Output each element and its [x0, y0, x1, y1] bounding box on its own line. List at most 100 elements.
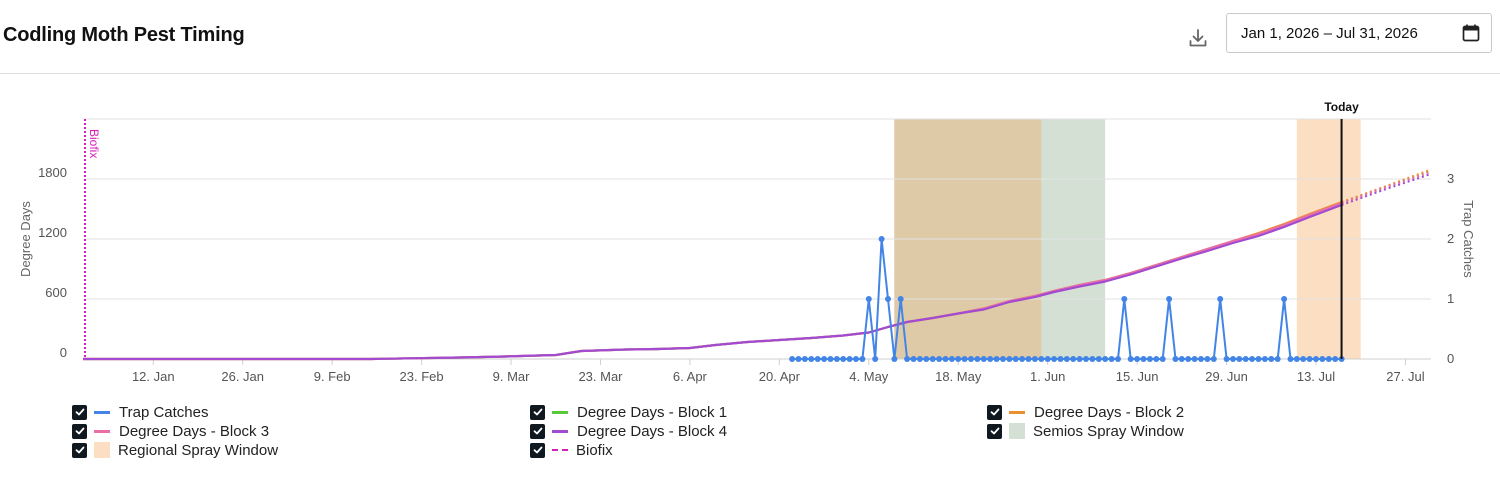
trap-catches-point: [1230, 356, 1236, 362]
trap-catches-point: [846, 356, 853, 362]
date-range-text: Jan 1, 2026 – Jul 31, 2026: [1241, 25, 1418, 42]
trap-catches-point: [872, 356, 879, 362]
biofix-label: Biofix: [87, 129, 101, 158]
trap-catches-point: [1281, 296, 1288, 302]
trap-catches-point: [1019, 356, 1026, 362]
trap-catches-point: [948, 356, 955, 362]
page-header: Codling Moth Pest Timing Jan 1, 2026 – J…: [0, 0, 1500, 74]
trap-catches-point: [1287, 356, 1294, 362]
y-tick-label: 1800: [38, 165, 67, 180]
legend-checkbox[interactable]: [987, 404, 1002, 420]
trap-catches-point: [1031, 356, 1038, 362]
trap-catches-point: [916, 356, 923, 362]
y-axis-title: Degree Days: [18, 201, 33, 277]
trap-catches-point: [923, 356, 930, 362]
trap-catches-point: [891, 356, 898, 362]
legend-checkbox[interactable]: [72, 442, 87, 458]
trap-catches-point: [795, 356, 802, 362]
trap-catches-point: [1166, 296, 1173, 302]
trap-catches-point: [897, 296, 904, 302]
legend-swatch: [94, 442, 110, 458]
degree-days-block-1-line: [83, 201, 1342, 361]
trap-catches-point: [1012, 356, 1019, 362]
trap-catches-point: [1051, 356, 1058, 362]
calendar-icon[interactable]: [1461, 23, 1481, 43]
trap-catches-point: [1332, 356, 1339, 362]
trap-catches-point: [1178, 356, 1185, 362]
x-tick-label: 26. Jan: [221, 369, 264, 384]
trap-catches-point: [1210, 356, 1217, 362]
legend-label: Trap Catches: [119, 403, 209, 421]
trap-catches-point: [1115, 356, 1121, 362]
trap-catches-point: [1191, 356, 1198, 362]
trap-catches-point: [929, 356, 936, 362]
trap-catches-point: [1293, 356, 1300, 362]
checkmark-icon: [533, 446, 542, 454]
trap-catches-point: [1172, 356, 1179, 362]
legend-checkbox[interactable]: [72, 404, 87, 420]
legend-item-regional-spray-window[interactable]: Regional Spray Window: [72, 441, 278, 459]
trap-catches-point: [968, 356, 974, 362]
trap-catches-point: [1300, 356, 1307, 362]
legend-item-degree-days-block-3[interactable]: Degree Days - Block 3: [72, 422, 269, 440]
legend-checkbox[interactable]: [72, 423, 87, 439]
y-right-tick-label: 0: [1447, 351, 1454, 366]
trap-catches-point: [1044, 356, 1051, 362]
trap-catches-point: [878, 236, 885, 242]
trap-catches-point: [789, 356, 796, 362]
degree-days-block-4-line: [83, 203, 1342, 361]
chart-legend: Trap Catches Degree Days - Block 1 Degree …: [72, 403, 1500, 463]
legend-checkbox[interactable]: [530, 423, 545, 439]
trap-catches-point: [1146, 356, 1153, 362]
trap-catches-point: [1261, 356, 1268, 362]
legend-item-semios-spray-window[interactable]: Semios Spray Window: [987, 422, 1184, 440]
x-tick-label: 15. Jun: [1116, 369, 1159, 384]
trap-catches-point: [1083, 356, 1089, 362]
trap-catches-point: [1159, 356, 1166, 362]
trap-catches-point: [1089, 356, 1096, 362]
trap-catches-point: [859, 356, 866, 362]
legend-item-degree-days-block-1[interactable]: Degree Days - Block 1: [530, 403, 727, 421]
legend-item-biofix[interactable]: Biofix: [530, 441, 613, 459]
trap-catches-point: [1217, 296, 1224, 302]
x-tick-label: 27. Jul: [1386, 369, 1424, 384]
trap-catches-point: [1108, 356, 1115, 362]
trap-catches-point: [980, 356, 987, 362]
legend-checkbox[interactable]: [987, 423, 1002, 439]
legend-item-degree-days-block-2[interactable]: Degree Days - Block 2: [987, 403, 1184, 421]
legend-item-degree-days-block-4[interactable]: Degree Days - Block 4: [530, 422, 727, 440]
legend-swatch: [552, 429, 568, 433]
trap-catches-point: [827, 356, 834, 362]
pest-timing-chart: 0 600 1200 1800 0 1 2 3 Degree Days Trap Catches 1…: [18, 100, 1476, 384]
legend-checkbox[interactable]: [530, 442, 545, 458]
trap-catches-point: [955, 356, 962, 362]
trap-catches-point: [885, 296, 891, 302]
trap-catches-point: [1306, 356, 1313, 362]
legend-label: Degree Days - Block 1: [577, 403, 728, 421]
checkmark-icon: [533, 408, 542, 416]
legend-label: Degree Days - Block 3: [119, 422, 270, 440]
trap-catches-point: [1140, 356, 1147, 362]
trap-catches-point: [987, 356, 994, 362]
legend-checkbox[interactable]: [530, 404, 545, 420]
date-range-picker[interactable]: Jan 1, 2026 – Jul 31, 2026: [1226, 13, 1492, 53]
trap-catches-point: [1274, 356, 1281, 362]
trap-catches-point: [942, 356, 949, 362]
y-tick-label: 0: [60, 345, 67, 360]
legend-swatch: [94, 410, 110, 414]
y-right-tick-label: 2: [1447, 231, 1454, 246]
legend-item-trap-catches[interactable]: Trap Catches: [72, 403, 208, 421]
y-right-axis-title: Trap Catches: [1461, 200, 1476, 278]
y-tick-label: 600: [45, 285, 67, 300]
trap-catches-point: [1153, 356, 1160, 362]
legend-label: Semios Spray Window: [1033, 422, 1184, 440]
degree-days-block-3-forecast-line: [1341, 171, 1432, 204]
trap-catches-point: [1134, 356, 1141, 362]
trap-catches-point: [1070, 356, 1077, 362]
legend-swatch: [552, 449, 568, 451]
x-tick-label: 4. May: [849, 369, 889, 384]
y-tick-label: 1200: [38, 225, 67, 240]
legend-label: Degree Days - Block 2: [1034, 403, 1185, 421]
download-button[interactable]: [1184, 24, 1212, 52]
x-tick-label: 23. Feb: [400, 369, 444, 384]
